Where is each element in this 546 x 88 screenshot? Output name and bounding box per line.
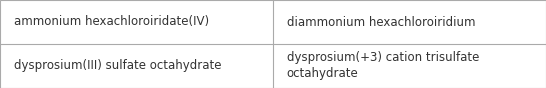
- Text: dysprosium(III) sulfate octahydrate: dysprosium(III) sulfate octahydrate: [14, 59, 221, 73]
- Text: ammonium hexachloroiridate(IV): ammonium hexachloroiridate(IV): [14, 15, 209, 29]
- Text: dysprosium(+3) cation trisulfate
octahydrate: dysprosium(+3) cation trisulfate octahyd…: [287, 51, 479, 81]
- Text: diammonium hexachloroiridium: diammonium hexachloroiridium: [287, 15, 475, 29]
